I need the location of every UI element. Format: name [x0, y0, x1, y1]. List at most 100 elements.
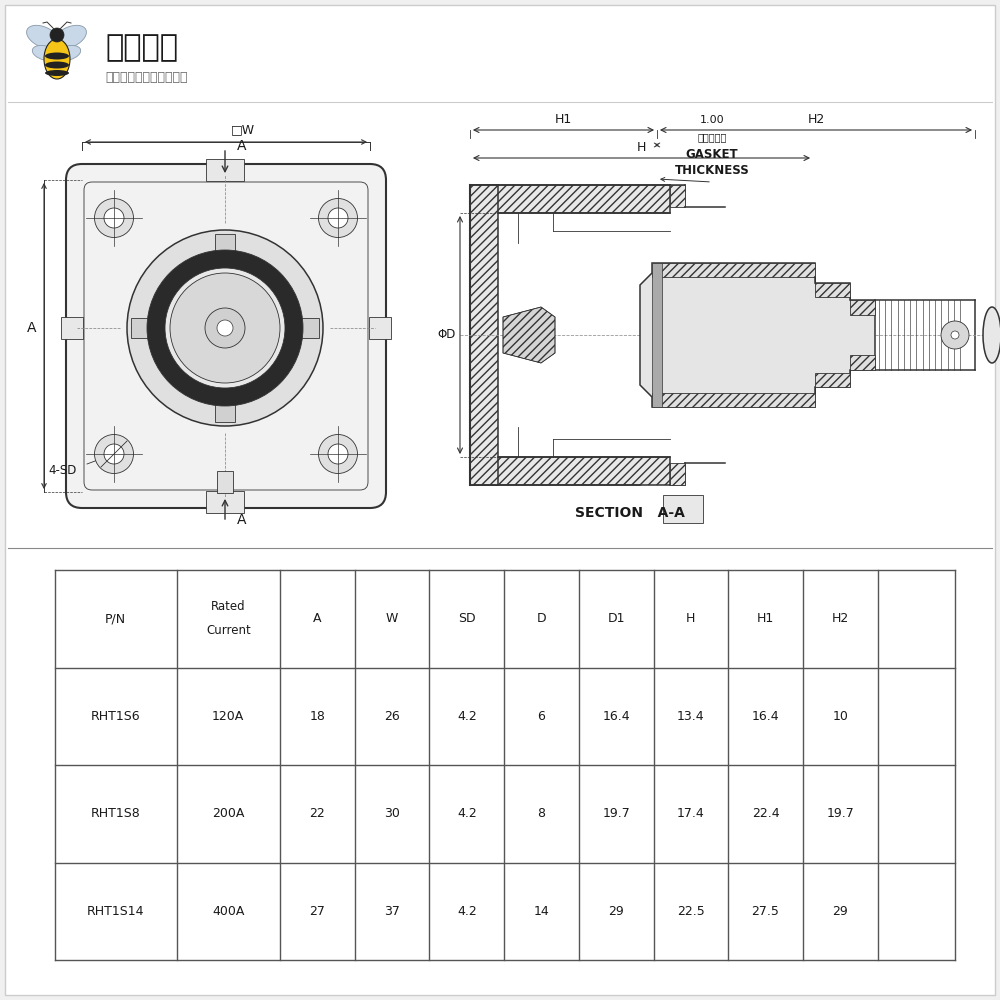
Ellipse shape: [45, 70, 69, 76]
Circle shape: [94, 199, 134, 238]
Text: 电蜂优选: 电蜂优选: [105, 33, 178, 62]
Polygon shape: [652, 355, 875, 407]
Circle shape: [951, 331, 959, 339]
Text: D: D: [537, 612, 546, 625]
Text: GASKET: GASKET: [686, 148, 738, 161]
Circle shape: [217, 320, 233, 336]
Text: 19.7: 19.7: [826, 807, 854, 820]
Text: 22.4: 22.4: [752, 807, 779, 820]
Circle shape: [328, 444, 348, 464]
Bar: [206, 491, 244, 513]
Circle shape: [318, 434, 358, 474]
Text: 16.4: 16.4: [752, 710, 779, 723]
Circle shape: [941, 321, 969, 349]
Text: H1: H1: [757, 612, 774, 625]
Bar: [215, 234, 235, 266]
Text: 26: 26: [384, 710, 400, 723]
Text: P/N: P/N: [105, 612, 126, 625]
Text: H2: H2: [832, 612, 849, 625]
Bar: [470, 185, 498, 485]
Text: 17.4: 17.4: [677, 807, 705, 820]
Text: W: W: [386, 612, 398, 625]
Text: 22.5: 22.5: [677, 905, 705, 918]
Text: 14: 14: [534, 905, 549, 918]
Bar: [61, 317, 83, 339]
Text: 16.4: 16.4: [602, 710, 630, 723]
Text: RHT1S6: RHT1S6: [91, 710, 141, 723]
Text: 200A: 200A: [212, 807, 244, 820]
Circle shape: [318, 199, 358, 238]
Circle shape: [104, 444, 124, 464]
Bar: [670, 463, 685, 485]
Circle shape: [147, 250, 303, 406]
Circle shape: [104, 208, 124, 228]
Text: 4.2: 4.2: [457, 905, 477, 918]
Bar: [369, 317, 391, 339]
Text: H2: H2: [807, 113, 825, 126]
Text: 13.4: 13.4: [677, 710, 705, 723]
Circle shape: [94, 434, 134, 474]
Text: A: A: [237, 513, 246, 527]
Text: THICKNESS: THICKNESS: [675, 164, 749, 177]
Bar: [498, 213, 670, 457]
Text: 4-SD: 4-SD: [49, 464, 77, 477]
Text: 4.2: 4.2: [457, 710, 477, 723]
Ellipse shape: [54, 25, 86, 49]
Text: 27.5: 27.5: [752, 905, 779, 918]
Ellipse shape: [983, 307, 1000, 363]
Polygon shape: [640, 263, 875, 407]
Text: 18: 18: [309, 710, 325, 723]
Bar: [287, 318, 319, 338]
Bar: [131, 318, 163, 338]
Text: 10: 10: [832, 710, 848, 723]
Text: 27: 27: [309, 905, 325, 918]
Text: H: H: [686, 612, 696, 625]
Text: 29: 29: [832, 905, 848, 918]
Ellipse shape: [55, 45, 81, 61]
Circle shape: [328, 208, 348, 228]
Bar: [215, 390, 235, 422]
Bar: [470, 185, 670, 213]
Text: 120A: 120A: [212, 710, 244, 723]
Ellipse shape: [50, 28, 64, 42]
Text: 8: 8: [537, 807, 545, 820]
Text: RHT1S8: RHT1S8: [91, 807, 141, 820]
Text: Current: Current: [206, 624, 251, 637]
Bar: [663, 495, 703, 523]
Bar: [652, 263, 662, 407]
Text: Rated: Rated: [211, 600, 246, 613]
Ellipse shape: [45, 52, 69, 60]
Text: A: A: [313, 612, 322, 625]
Text: 22: 22: [309, 807, 325, 820]
Text: 6: 6: [538, 710, 545, 723]
Polygon shape: [503, 307, 555, 363]
Text: 37: 37: [384, 905, 400, 918]
Text: 19.7: 19.7: [602, 807, 630, 820]
Ellipse shape: [32, 45, 58, 61]
Text: RHT1S14: RHT1S14: [87, 905, 144, 918]
Circle shape: [205, 308, 245, 348]
Text: □W: □W: [231, 123, 255, 136]
Ellipse shape: [44, 39, 70, 79]
Text: 1.00: 1.00: [700, 115, 724, 125]
Text: 4.2: 4.2: [457, 807, 477, 820]
Bar: [217, 471, 233, 493]
Text: A: A: [27, 321, 37, 335]
Text: H1: H1: [555, 113, 572, 126]
Bar: [670, 185, 685, 207]
Text: D1: D1: [607, 612, 625, 625]
Text: 29: 29: [608, 905, 624, 918]
Bar: [206, 159, 244, 181]
Text: SD: SD: [458, 612, 476, 625]
Text: ΦD: ΦD: [438, 328, 456, 342]
Ellipse shape: [27, 25, 59, 49]
Text: 原厂直采电子连接器商城: 原厂直采电子连接器商城: [105, 71, 188, 84]
Bar: [470, 457, 670, 485]
Text: 30: 30: [384, 807, 400, 820]
FancyBboxPatch shape: [66, 164, 386, 508]
Circle shape: [170, 273, 280, 383]
Circle shape: [165, 268, 285, 388]
Polygon shape: [652, 263, 875, 315]
Circle shape: [127, 230, 323, 426]
Text: 400A: 400A: [212, 905, 244, 918]
